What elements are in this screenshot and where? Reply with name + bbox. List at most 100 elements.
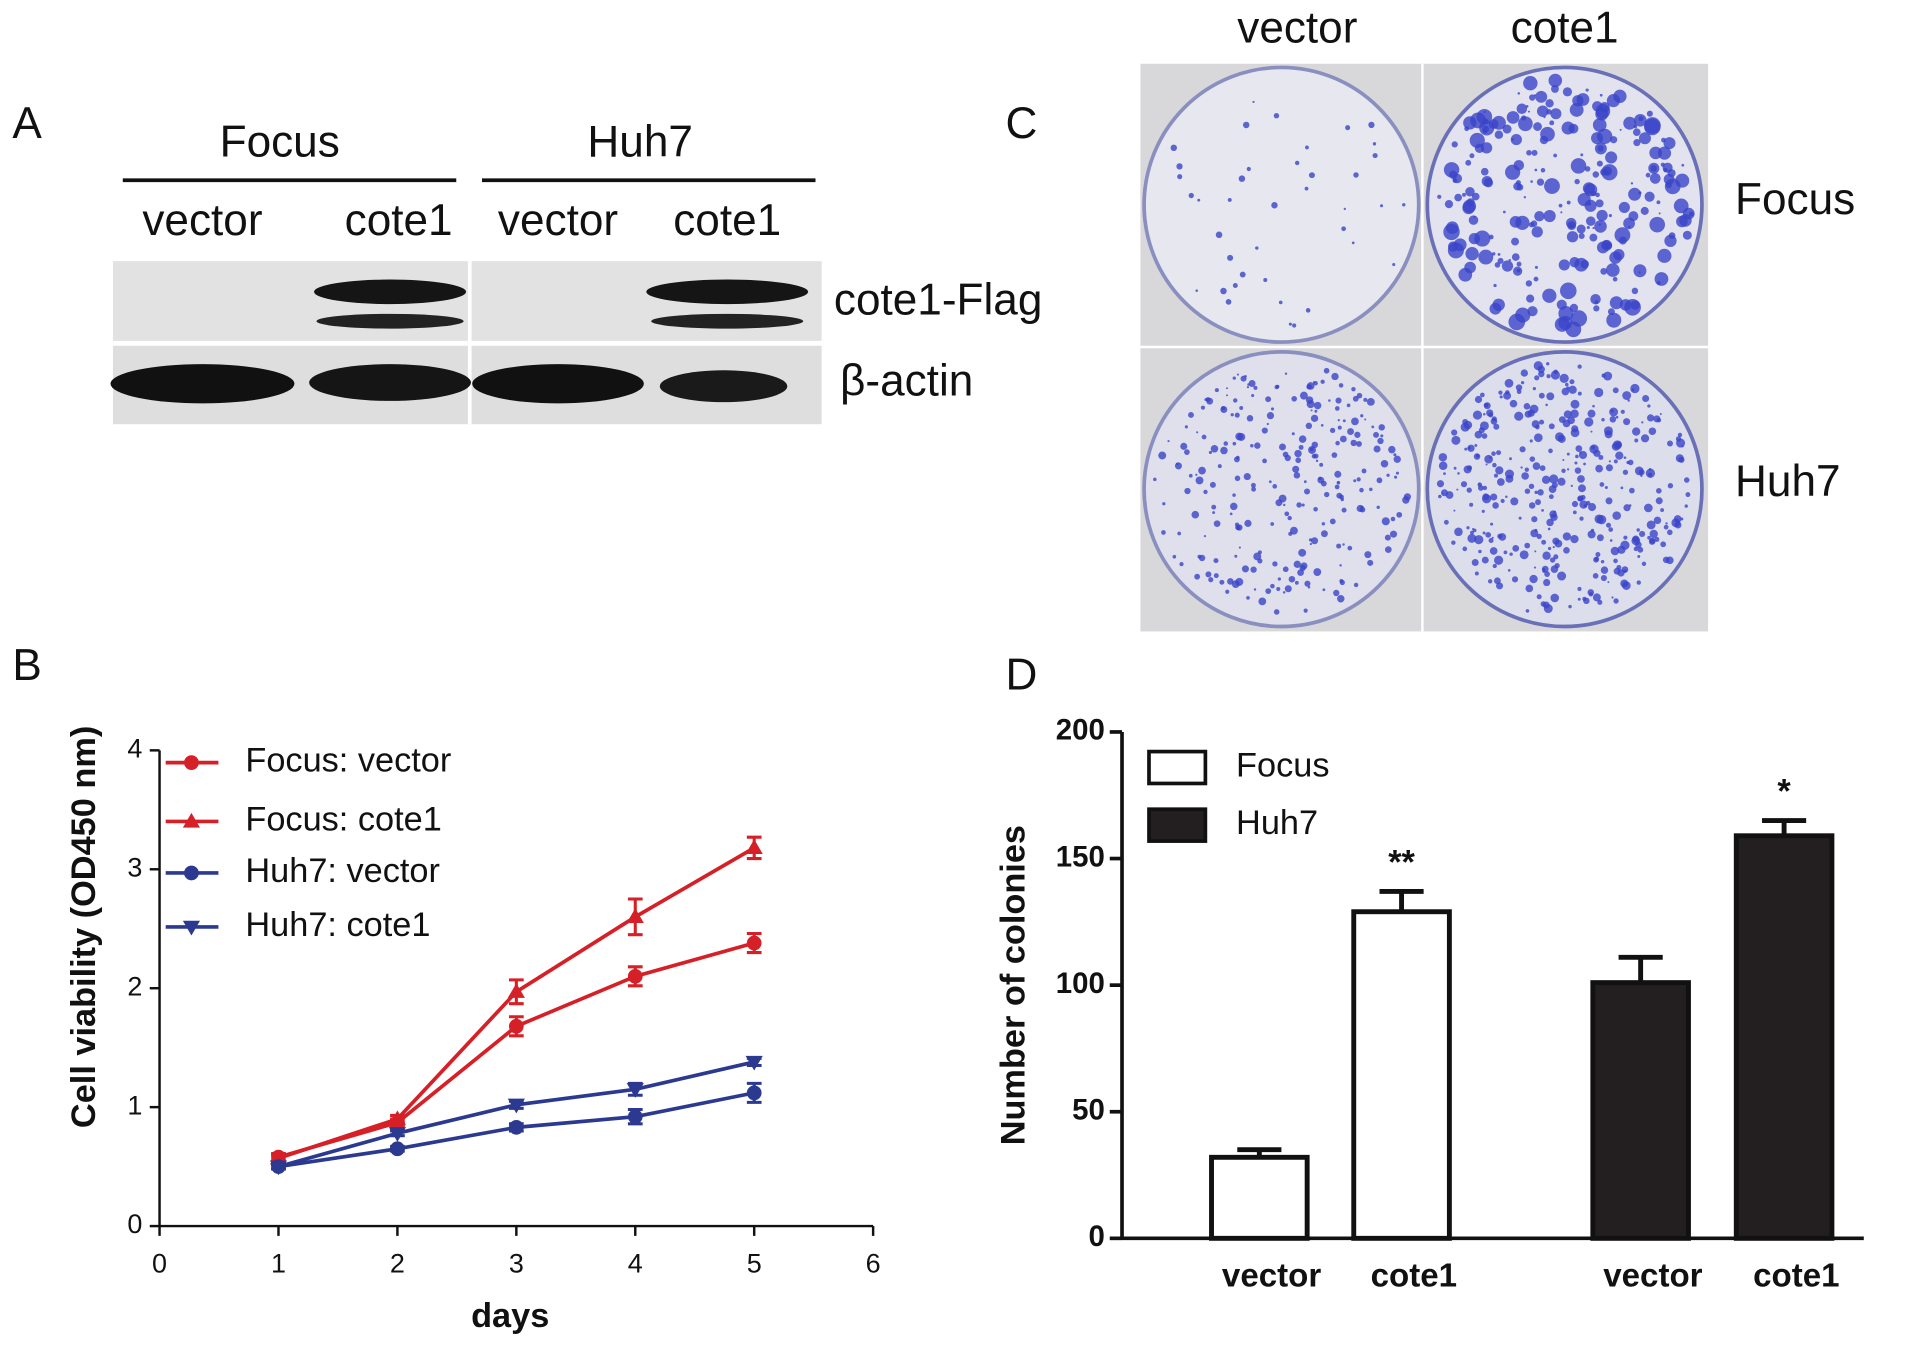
y-tick-label: 2 (127, 971, 142, 1001)
colony (1468, 215, 1479, 225)
colony (1474, 430, 1483, 439)
colony (1213, 558, 1219, 564)
colony (1481, 433, 1488, 439)
colony (1636, 528, 1640, 532)
colony (1376, 477, 1383, 484)
colony (1574, 178, 1580, 185)
colony (1665, 522, 1668, 525)
colony (1335, 440, 1340, 446)
colony (1562, 458, 1565, 462)
colony (1588, 592, 1594, 597)
colony (1177, 174, 1183, 180)
colony (1562, 532, 1571, 541)
colony (1320, 423, 1324, 427)
colony (1623, 535, 1628, 540)
colony (1347, 428, 1355, 436)
colony (1221, 406, 1226, 411)
marker (627, 1109, 643, 1125)
colony (1613, 567, 1621, 575)
colony-plates (1140, 63, 1709, 632)
colony (1195, 289, 1198, 292)
colony (1239, 271, 1246, 278)
colony (1176, 462, 1179, 466)
colony (1594, 142, 1607, 155)
colony (1612, 511, 1622, 520)
legend-marker (184, 865, 199, 881)
colony (1646, 414, 1655, 422)
colony (1363, 397, 1368, 402)
colony (1270, 407, 1275, 411)
colony (1303, 488, 1311, 495)
colony (1609, 407, 1619, 417)
colony (1611, 596, 1614, 599)
colony (1452, 178, 1458, 183)
colony (1497, 252, 1501, 256)
colony (1255, 246, 1259, 250)
colony (1474, 143, 1485, 153)
colony (1466, 526, 1470, 530)
colony (1322, 588, 1326, 592)
x-tick-label: vector (1222, 1257, 1321, 1294)
colony (1561, 468, 1566, 473)
colony (1546, 374, 1551, 379)
colony (1640, 474, 1643, 477)
colony (1364, 551, 1372, 559)
colony (1531, 149, 1538, 156)
colony (1354, 431, 1361, 438)
colony (1366, 397, 1375, 406)
colony (1548, 423, 1555, 430)
colony (1497, 533, 1503, 539)
legend-label: Focus (1236, 747, 1329, 785)
colony (1304, 580, 1311, 587)
colony (1252, 100, 1255, 104)
bar (1733, 833, 1835, 1241)
colony (1592, 118, 1607, 132)
colony (1251, 486, 1256, 492)
colony (1569, 102, 1584, 117)
colony (1582, 596, 1587, 601)
colony (1521, 472, 1529, 480)
colony (1647, 535, 1651, 540)
colony (1279, 443, 1287, 451)
marker (388, 1110, 406, 1126)
colony (1478, 249, 1494, 265)
colony (1684, 504, 1688, 508)
colony (1511, 576, 1519, 583)
colony (1488, 234, 1494, 240)
colony (1481, 509, 1485, 513)
colony (1215, 231, 1223, 239)
colony (1451, 540, 1456, 545)
colony (1592, 227, 1595, 230)
colony (1526, 149, 1532, 156)
colony (1469, 153, 1475, 159)
colony (1515, 307, 1531, 323)
colony (1514, 411, 1524, 421)
colony (1596, 534, 1604, 542)
colony (1620, 540, 1630, 550)
colony (1491, 115, 1506, 130)
colony (1313, 401, 1322, 410)
colony (1587, 409, 1596, 418)
colony (1622, 581, 1631, 590)
colony (1516, 268, 1521, 273)
colony (1483, 412, 1486, 416)
colony (1641, 561, 1647, 566)
colony (1347, 545, 1353, 551)
colony (1534, 375, 1540, 381)
colony (1597, 599, 1603, 605)
colony (1320, 480, 1327, 487)
colony (1266, 412, 1275, 420)
colony (1309, 542, 1313, 546)
y-tick-label: 0 (1088, 1220, 1104, 1253)
colony (1606, 263, 1620, 277)
colony (1232, 441, 1237, 446)
colony (1328, 399, 1331, 402)
colony (1210, 445, 1219, 453)
colony (1346, 403, 1351, 408)
colony (1220, 446, 1228, 455)
colony (1527, 409, 1535, 417)
colony (1605, 151, 1618, 164)
colony (1335, 397, 1342, 404)
colony (1660, 541, 1667, 548)
